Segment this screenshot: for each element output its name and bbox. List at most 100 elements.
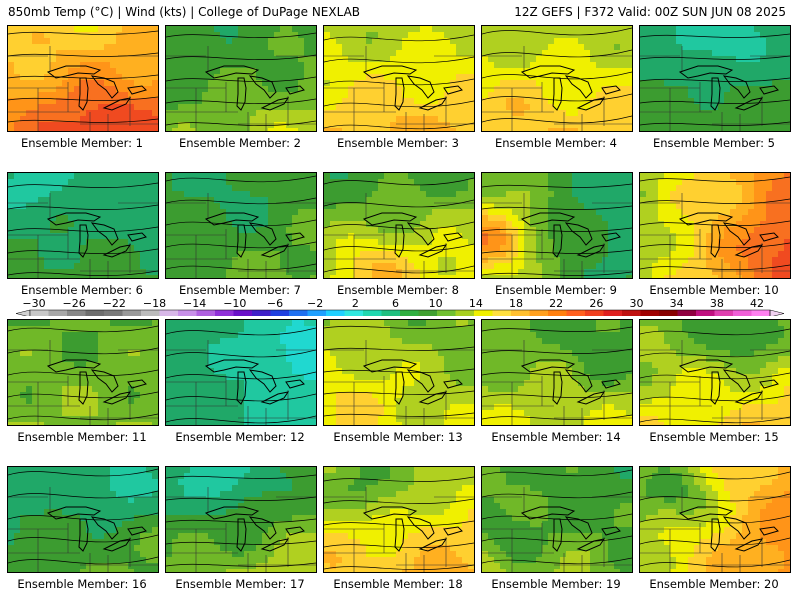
great-lake-outline bbox=[443, 85, 463, 95]
great-lake-outline bbox=[520, 65, 576, 79]
map-title: 850mb Temp (°C) | Wind (kts) | College o… bbox=[8, 5, 361, 19]
colorbar-swatch bbox=[178, 310, 197, 316]
great-lake-outline bbox=[260, 244, 290, 258]
great-lake-outline bbox=[248, 516, 277, 540]
temperature-field bbox=[8, 173, 158, 278]
great-lake-outline bbox=[601, 379, 621, 389]
ensemble-member-9-map bbox=[481, 172, 633, 279]
colorbar-swatch bbox=[363, 310, 382, 316]
great-lake-outline bbox=[127, 85, 147, 95]
height-contour bbox=[8, 96, 158, 101]
ensemble-member-label: Ensemble Member: 18 bbox=[333, 577, 463, 591]
great-lake-outline bbox=[520, 359, 576, 373]
colorbar-swatch bbox=[196, 310, 216, 316]
colorbar-tick-label: 2 bbox=[352, 297, 359, 310]
height-contour bbox=[324, 542, 474, 548]
great-lake-outline bbox=[78, 77, 89, 111]
height-contour bbox=[166, 197, 316, 205]
ensemble-member-label: Ensemble Member: 1 bbox=[21, 136, 143, 150]
height-contour bbox=[8, 534, 158, 543]
great-lake-outline bbox=[520, 506, 576, 520]
great-lake-outline bbox=[576, 391, 606, 405]
height-contour bbox=[8, 413, 158, 421]
height-contour bbox=[482, 469, 632, 477]
height-contour bbox=[482, 27, 632, 36]
height-contour bbox=[166, 518, 316, 523]
temperature-field bbox=[482, 26, 632, 131]
height-contour bbox=[640, 99, 790, 104]
ensemble-member-label: Ensemble Member: 11 bbox=[17, 430, 147, 444]
colorbar-tick-label: −10 bbox=[223, 297, 246, 310]
great-lake-outline bbox=[248, 75, 277, 99]
height-contour bbox=[640, 121, 790, 126]
height-contour bbox=[324, 122, 474, 130]
height-contour bbox=[8, 490, 158, 499]
colorbar-tick-label: 26 bbox=[589, 297, 603, 310]
height-contour bbox=[324, 78, 474, 86]
height-contour bbox=[482, 392, 632, 398]
height-contour bbox=[166, 562, 316, 567]
colorbar-swatch bbox=[659, 310, 678, 316]
colorbar-swatch bbox=[85, 310, 105, 316]
height-contour bbox=[640, 471, 790, 480]
height-contour bbox=[640, 220, 790, 226]
height-contour bbox=[324, 221, 474, 230]
great-lake-outline bbox=[285, 526, 305, 536]
ensemble-member-12-map bbox=[165, 319, 317, 426]
great-lake-outline bbox=[236, 77, 247, 111]
colorbar-swatch bbox=[289, 310, 308, 316]
colorbar-swatch bbox=[67, 310, 86, 316]
great-lake-outline bbox=[710, 518, 721, 552]
temperature-field bbox=[640, 173, 790, 278]
great-lake-outline bbox=[759, 379, 779, 389]
height-contour bbox=[482, 183, 632, 188]
colorbar-swatch bbox=[677, 310, 697, 316]
ensemble-member-label: Ensemble Member: 3 bbox=[337, 136, 459, 150]
ensemble-member-4-map bbox=[481, 25, 633, 132]
colorbar-swatch bbox=[141, 310, 160, 316]
colorbar-swatch bbox=[344, 310, 364, 316]
height-contour bbox=[8, 30, 158, 35]
ensemble-member-15-map bbox=[639, 319, 791, 426]
height-contour bbox=[324, 199, 474, 208]
height-contour bbox=[166, 76, 316, 82]
ensemble-member-1-map bbox=[7, 25, 159, 132]
height-contour bbox=[640, 242, 790, 248]
height-contour bbox=[482, 49, 632, 58]
great-lake-outline bbox=[759, 526, 779, 536]
ensemble-member-5-map bbox=[639, 25, 791, 132]
height-contour bbox=[482, 491, 632, 499]
great-lake-outline bbox=[678, 65, 734, 79]
height-contour bbox=[324, 243, 474, 252]
colorbar-swatch bbox=[215, 310, 234, 316]
great-lake-outline bbox=[90, 222, 119, 246]
temperature-field bbox=[640, 26, 790, 131]
height-contour bbox=[166, 32, 316, 38]
ensemble-member-14-map bbox=[481, 319, 633, 426]
height-contour bbox=[482, 271, 632, 276]
great-lake-outline bbox=[394, 371, 405, 405]
height-contour bbox=[324, 476, 474, 482]
great-lake-outline bbox=[102, 391, 132, 405]
ensemble-member-2-map bbox=[165, 25, 317, 132]
colorbar-swatch bbox=[233, 310, 253, 316]
great-lake-outline bbox=[601, 85, 621, 95]
height-contour bbox=[166, 54, 316, 60]
great-lake-outline bbox=[734, 538, 764, 552]
colorbar-swatch bbox=[270, 310, 290, 316]
ensemble-member-16-map bbox=[7, 466, 159, 573]
temperature-field bbox=[324, 467, 474, 572]
height-contour bbox=[324, 390, 474, 395]
colorbar-max-arrow bbox=[769, 309, 785, 316]
colorbar-swatch bbox=[48, 310, 68, 316]
height-contour bbox=[8, 347, 158, 355]
great-lake-outline bbox=[78, 518, 89, 552]
great-lake-outline bbox=[285, 232, 305, 242]
colorbar-tick-label: −18 bbox=[143, 297, 166, 310]
ensemble-member-label: Ensemble Member: 15 bbox=[649, 430, 779, 444]
great-lake-outline bbox=[552, 371, 563, 405]
ensemble-member-label: Ensemble Member: 4 bbox=[495, 136, 617, 150]
height-contour bbox=[482, 348, 632, 354]
great-lake-outline bbox=[394, 224, 405, 258]
colorbar-min-arrow bbox=[15, 309, 31, 316]
